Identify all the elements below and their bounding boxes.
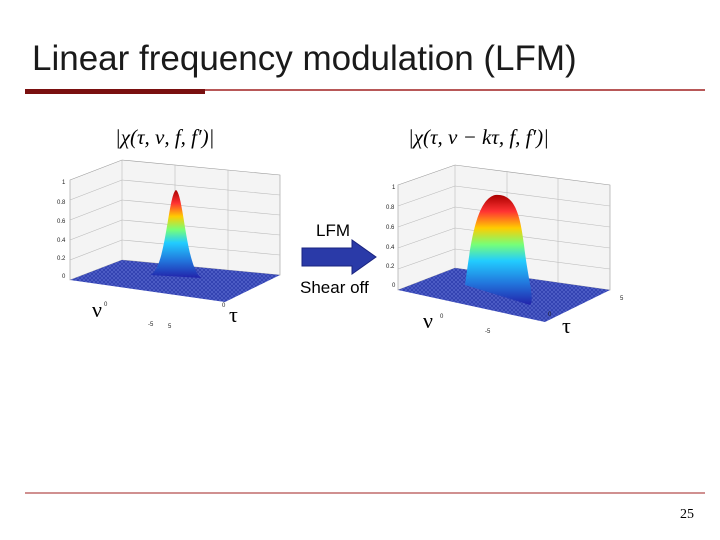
- title-rule-accent: [25, 89, 205, 94]
- axis-tick: 0: [222, 303, 226, 309]
- axis-tick: 0: [548, 312, 552, 318]
- plot-right: |χ(τ, ν − kτ, f, f′)| 1 0.8 0.6 0.4 0.2 …: [386, 125, 624, 338]
- slide-title: Linear frequency modulation (LFM): [32, 39, 577, 78]
- z-tick: 0: [392, 283, 396, 289]
- z-tick: 0.8: [57, 200, 66, 206]
- z-tick: 0.8: [386, 205, 395, 211]
- arrow-label: Shear off: [300, 278, 369, 297]
- surface-floor: [70, 260, 280, 302]
- z-tick: 0.6: [386, 225, 395, 231]
- axis-tick: -5: [148, 322, 154, 328]
- z-tick: 1: [62, 180, 66, 186]
- axis-tick: 5: [620, 296, 624, 302]
- z-tick: 1: [392, 185, 396, 191]
- arrow: [301, 239, 377, 275]
- z-tick: 0.6: [57, 219, 66, 225]
- axis-tick: 0: [440, 314, 444, 320]
- formula: |χ(τ, ν, f, f′)|: [115, 125, 214, 149]
- axis-tick: 0: [104, 302, 108, 308]
- z-tick: 0.2: [57, 256, 66, 262]
- plot-left: |χ(τ, ν, f, f′)| 1 0.8 0.6 0.4 0.2 0 0 -…: [57, 125, 281, 330]
- axis-tick: 5: [168, 324, 172, 330]
- axis-tick: -5: [485, 329, 491, 335]
- z-tick: 0: [62, 274, 66, 280]
- page-number: 25: [680, 507, 694, 522]
- z-tick: 0.2: [386, 264, 395, 270]
- z-tick: 0.4: [57, 238, 66, 244]
- arrow-label: LFM: [316, 221, 350, 240]
- surface-ridge: [465, 194, 532, 305]
- surface-peak: [150, 190, 202, 278]
- z-tick: 0.4: [386, 245, 395, 251]
- axis-label: ν: [423, 308, 433, 333]
- axis-label: τ: [229, 302, 238, 327]
- axis-label: ν: [92, 297, 102, 322]
- axis-label: τ: [562, 313, 571, 338]
- formula: |χ(τ, ν − kτ, f, f′)|: [408, 125, 549, 149]
